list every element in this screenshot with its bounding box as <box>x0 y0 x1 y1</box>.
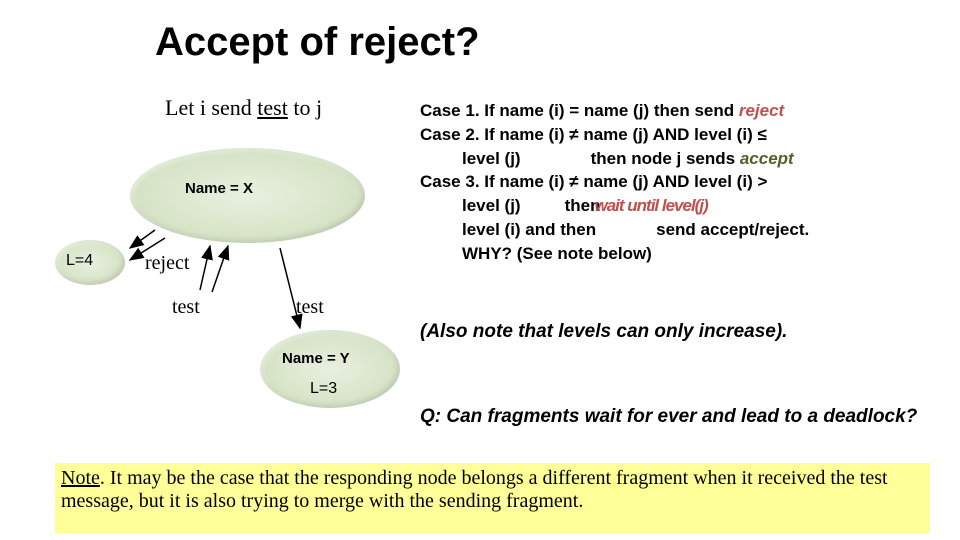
label-reject: reject <box>145 252 189 275</box>
case2-l2b: then node j sends <box>591 149 740 168</box>
case3-line1: Case 3. If name (i) ≠ name (j) AND level… <box>420 171 940 193</box>
case1-post: then send <box>649 101 739 120</box>
note-body: . It may be the case that the responding… <box>61 467 888 512</box>
case3-l3b: send accept/reject. <box>656 220 809 239</box>
case3-line2: level (j)thenwait until level(j) <box>420 195 940 217</box>
extra-note: (Also note that levels can only increase… <box>420 320 930 344</box>
subtitle-test: test <box>257 95 288 120</box>
case2-l2a: level (j) <box>462 149 521 168</box>
note-box: Note. It may be the case that the respon… <box>55 463 930 533</box>
label-test-2: test <box>296 296 324 319</box>
diagram-arrows <box>0 0 960 540</box>
case3-line3: level (i) and then send accept/reject. <box>420 219 940 241</box>
label-test-1: test <box>172 296 200 319</box>
subtitle-pre: Let i send <box>165 95 257 120</box>
note-underline: Note <box>61 467 100 489</box>
case3-garble: wait until level(j) <box>594 196 707 215</box>
case2-line2: level (j) then node j sends accept <box>420 148 940 170</box>
subtitle: Let i send test to j <box>165 95 322 121</box>
case2-accept: accept <box>740 149 794 168</box>
case3-l2a: level (j) <box>462 196 521 215</box>
label-name-x: Name = X <box>185 180 253 197</box>
case1-pre: Case 1. If name (i) = name (j <box>420 101 643 120</box>
subtitle-post: to j <box>288 95 322 120</box>
label-name-y: Name = Y <box>282 350 350 367</box>
case1: Case 1. If name (i) = name (j) then send… <box>420 100 940 122</box>
cases-block: Case 1. If name (i) = name (j) then send… <box>420 100 940 266</box>
case1-reject: reject <box>739 101 784 120</box>
case3-line4: WHY? (See note below) <box>420 243 940 265</box>
case3-l3a: level (i) and then <box>462 220 596 239</box>
label-l4: L=4 <box>66 252 93 270</box>
label-l3: L=3 <box>310 380 337 398</box>
slide-title: Accept of reject? <box>155 20 480 65</box>
case2-line1: Case 2. If name (i) ≠ name (j) AND level… <box>420 124 940 146</box>
question: Q: Can fragments wait for ever and lead … <box>420 405 930 429</box>
